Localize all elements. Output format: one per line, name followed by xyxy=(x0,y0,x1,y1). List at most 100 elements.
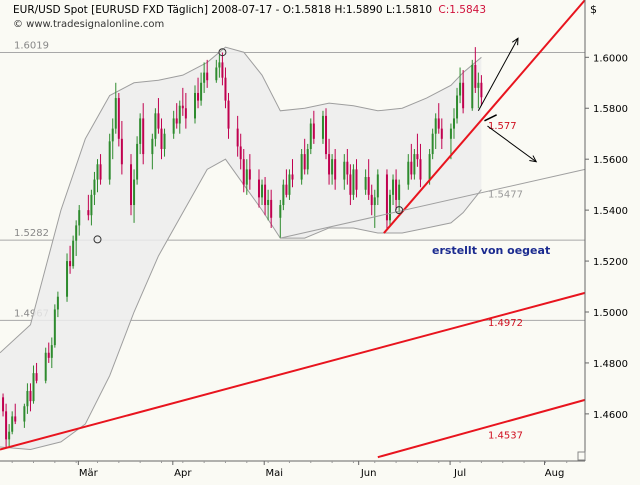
candle-body xyxy=(334,159,337,180)
candle-body xyxy=(437,118,440,129)
band-upper xyxy=(0,46,482,354)
trendline-label-1: 1.4537 xyxy=(488,430,523,441)
candle-body xyxy=(325,115,328,155)
candle-body xyxy=(407,161,410,185)
arrow-head-1 xyxy=(529,155,538,163)
candle-body xyxy=(35,373,38,381)
candle-body xyxy=(194,92,196,119)
candle-body xyxy=(449,128,452,139)
candle-body xyxy=(206,72,209,81)
candle-body xyxy=(93,179,96,195)
author-annotation: erstellt von oegeat xyxy=(432,244,550,257)
currency-symbol: $ xyxy=(590,3,597,16)
candle-body xyxy=(111,128,114,142)
candle-body xyxy=(242,159,245,185)
candle-body xyxy=(471,64,474,109)
trendline-label-3: 1.5477 xyxy=(488,190,523,201)
close-label: C:1.5843 xyxy=(438,4,486,16)
candle-body xyxy=(328,154,331,175)
candle-body xyxy=(373,197,376,206)
y-tick-label-7: 1.6000 xyxy=(593,53,628,64)
candle-body xyxy=(163,133,166,149)
candle-body xyxy=(154,113,157,139)
bollinger-band xyxy=(0,46,482,451)
candle-body xyxy=(151,138,154,155)
trendline-channel-red xyxy=(377,398,586,459)
candle-body xyxy=(96,164,99,180)
y-tick-label-0: 1.4600 xyxy=(593,410,628,421)
candle-body xyxy=(413,154,416,175)
candle-body xyxy=(477,82,480,88)
candle-body xyxy=(300,154,303,180)
candle-body xyxy=(69,261,72,267)
candle-body xyxy=(90,194,93,216)
candle-body xyxy=(434,118,437,134)
candle-body xyxy=(392,179,395,195)
x-tick-label-4: Jul xyxy=(453,468,466,479)
candle-body xyxy=(142,118,145,155)
candle-body xyxy=(108,141,111,180)
trendline-support-red xyxy=(0,291,586,451)
candle-body xyxy=(75,225,78,241)
candle-body xyxy=(78,210,81,226)
candle-body xyxy=(370,194,373,206)
markers xyxy=(93,48,404,244)
x-tick-label-5: Aug xyxy=(545,468,565,479)
y-tick-label-5: 1.5600 xyxy=(593,155,628,166)
candle-body xyxy=(87,210,90,216)
candle-body xyxy=(117,98,120,139)
candle-body xyxy=(184,108,187,119)
level-label-1: 1.5282 xyxy=(14,228,49,239)
candle-body xyxy=(440,128,443,139)
candle-body xyxy=(130,164,133,206)
candle-body xyxy=(264,184,267,206)
arrow-shaft-0 xyxy=(477,37,519,112)
candle-body xyxy=(197,92,200,101)
band-fill xyxy=(0,47,482,450)
candle-body xyxy=(26,390,29,407)
candle-body xyxy=(227,100,230,129)
candle-body xyxy=(452,118,455,129)
candle-body xyxy=(114,98,117,129)
candle-body xyxy=(416,154,419,160)
candle-body xyxy=(66,261,69,297)
trendline-label-2: 1.577 xyxy=(488,121,517,132)
candle-body xyxy=(431,133,434,155)
candle-body xyxy=(181,105,184,109)
candle-body xyxy=(288,174,291,195)
candle-body xyxy=(72,240,75,267)
candle-body xyxy=(306,148,309,170)
corner-box xyxy=(577,451,586,461)
candle-body xyxy=(279,205,282,218)
candle-body xyxy=(343,161,346,180)
candle-body xyxy=(157,113,160,129)
y-tick-label-1: 1.4800 xyxy=(593,359,628,370)
candle-body xyxy=(282,184,285,206)
band-lower xyxy=(0,158,482,451)
candle-body xyxy=(398,184,401,200)
website-label: © www.tradesignalonline.com xyxy=(13,19,164,30)
candle-body xyxy=(291,174,294,180)
candle-body xyxy=(331,159,334,175)
candle-body xyxy=(309,123,312,149)
arrow-shaft-1 xyxy=(487,125,537,163)
y-tick-label-6: 1.5800 xyxy=(593,104,628,115)
candle-body xyxy=(352,169,355,195)
candle-body xyxy=(50,345,53,358)
y-tick-label-4: 1.5400 xyxy=(593,206,628,217)
candle-body xyxy=(364,177,367,190)
candle-body xyxy=(480,82,483,98)
candle-body xyxy=(160,128,163,149)
candle-body xyxy=(203,72,206,83)
x-tick-label-0: Mär xyxy=(79,468,99,479)
candle-body xyxy=(385,174,388,221)
level-label-0: 1.6019 xyxy=(14,40,49,51)
chart-title-text: EUR/USD Spot [EURUSD FXD Täglich] 2008-0… xyxy=(13,4,432,16)
candle-body xyxy=(175,118,178,124)
candle-body xyxy=(29,390,32,402)
candle-body xyxy=(11,416,14,432)
candle-body xyxy=(53,309,56,346)
candle-body xyxy=(172,118,175,134)
marker-1 xyxy=(218,48,227,57)
